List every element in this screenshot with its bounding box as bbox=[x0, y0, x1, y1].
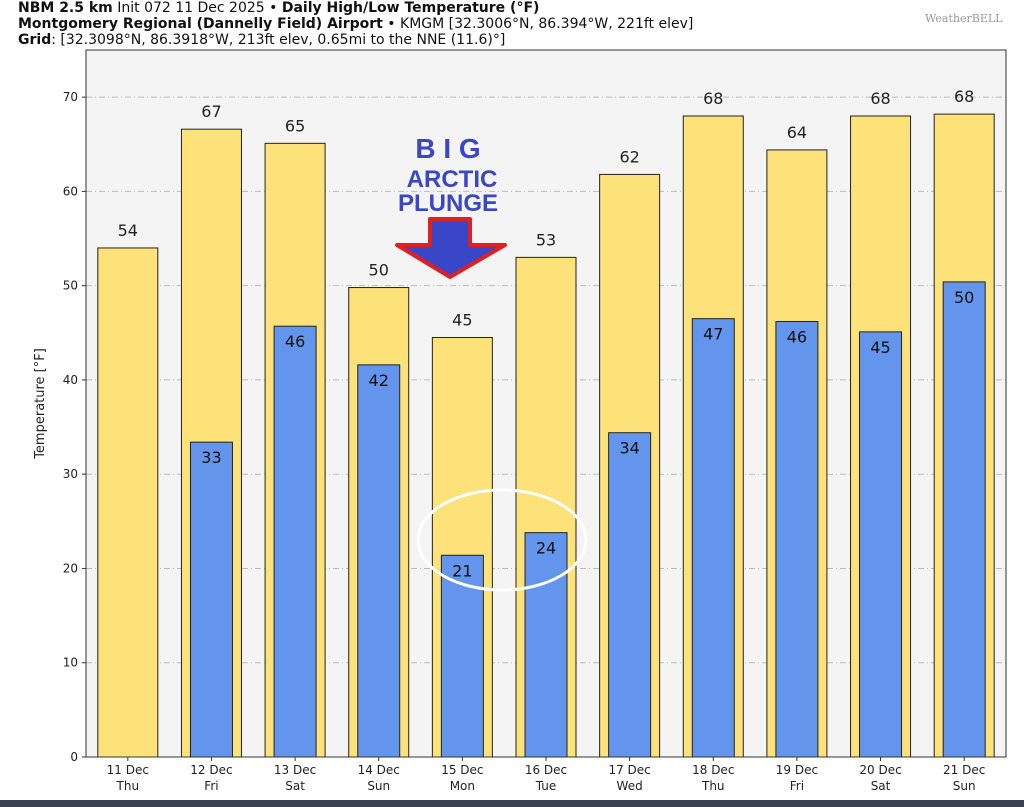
header-line1: NBM 2.5 km Init 072 11 Dec 2025 • Daily … bbox=[18, 0, 540, 16]
y-tick-label: 40 bbox=[63, 373, 78, 387]
high-bar bbox=[97, 247, 159, 758]
high-label: 65 bbox=[285, 116, 305, 135]
low-label: 47 bbox=[703, 325, 723, 344]
x-tick-label: Mon bbox=[450, 779, 475, 793]
low-label: 34 bbox=[619, 439, 639, 458]
x-tick-label: 17 Dec bbox=[608, 763, 650, 777]
high-label: 50 bbox=[369, 261, 389, 280]
header-line3: Grid: [32.3098°N, 86.3918°W, 213ft elev,… bbox=[18, 32, 505, 48]
y-tick-label: 0 bbox=[70, 750, 78, 764]
x-tick-label: 13 Dec bbox=[274, 763, 316, 777]
low-bar bbox=[524, 532, 568, 758]
plot-frame bbox=[85, 49, 1007, 758]
x-tick-label: Sun bbox=[367, 779, 390, 793]
x-tick-label: 14 Dec bbox=[358, 763, 400, 777]
station-name: Montgomery Regional (Dannelly Field) Air… bbox=[18, 16, 383, 32]
station-info: KMGM [32.3006°N, 86.394°W, 221ft elev] bbox=[400, 16, 694, 32]
y-axis-label: Temperature [°F] bbox=[33, 348, 48, 460]
y-tick-label: 20 bbox=[63, 561, 78, 575]
header-line2: Montgomery Regional (Dannelly Field) Air… bbox=[18, 16, 694, 32]
x-tick-label: 16 Dec bbox=[525, 763, 567, 777]
low-label: 42 bbox=[369, 371, 389, 390]
y-tick-label: 70 bbox=[63, 90, 78, 104]
high-label: 68 bbox=[870, 89, 890, 108]
high-label: 64 bbox=[787, 123, 807, 142]
y-tick-label: 60 bbox=[63, 184, 78, 198]
annotation-arctic: ARCTIC bbox=[407, 166, 498, 193]
x-tick-label: Wed bbox=[617, 779, 643, 793]
x-tick-label: 19 Dec bbox=[776, 763, 818, 777]
x-tick-label: 21 Dec bbox=[943, 763, 985, 777]
low-label: 33 bbox=[201, 448, 221, 467]
y-tick-label: 30 bbox=[63, 467, 78, 481]
x-tick-label: Thu bbox=[116, 779, 140, 793]
x-tick-label: Sat bbox=[871, 779, 891, 793]
low-label: 50 bbox=[954, 288, 974, 307]
x-tick-label: 11 Dec bbox=[107, 763, 149, 777]
y-tick-label: 50 bbox=[63, 279, 78, 293]
x-tick-label: Fri bbox=[790, 779, 804, 793]
high-label: 68 bbox=[954, 87, 974, 106]
weatherbell-logo: WeatherBELL bbox=[915, 0, 1015, 30]
high-label: 54 bbox=[118, 221, 138, 240]
low-bar bbox=[691, 318, 735, 758]
low-label: 46 bbox=[787, 327, 807, 346]
x-tick-label: 12 Dec bbox=[190, 763, 232, 777]
down-arrow-icon bbox=[395, 217, 507, 279]
high-label: 68 bbox=[703, 89, 723, 108]
low-label: 46 bbox=[285, 332, 305, 351]
low-bar bbox=[859, 331, 903, 758]
chart-title: Daily High/Low Temperature (°F) bbox=[281, 0, 540, 16]
low-label: 21 bbox=[452, 561, 472, 580]
low-bar bbox=[608, 432, 652, 758]
low-label: 24 bbox=[536, 539, 556, 558]
x-tick-label: 20 Dec bbox=[859, 763, 901, 777]
x-tick-label: 15 Dec bbox=[441, 763, 483, 777]
low-bar bbox=[189, 441, 233, 758]
x-tick-label: Sun bbox=[953, 779, 976, 793]
high-label: 53 bbox=[536, 230, 556, 249]
high-label: 62 bbox=[619, 147, 639, 166]
x-tick-label: Sat bbox=[285, 779, 305, 793]
low-label: 45 bbox=[870, 338, 890, 357]
x-tick-label: Tue bbox=[535, 779, 557, 793]
grid-info: : [32.3098°N, 86.3918°W, 213ft elev, 0.6… bbox=[51, 32, 506, 48]
high-label: 45 bbox=[452, 311, 472, 330]
model-name: NBM 2.5 km bbox=[18, 0, 113, 16]
low-bar bbox=[357, 364, 401, 758]
x-tick-label: Fri bbox=[204, 779, 218, 793]
high-label: 67 bbox=[201, 102, 221, 121]
annotation-plunge: PLUNGE bbox=[398, 190, 498, 217]
bottom-bar bbox=[0, 800, 1024, 807]
x-tick-label: Thu bbox=[701, 779, 725, 793]
init-time: Init 072 11 Dec 2025 bbox=[117, 0, 265, 16]
annotation-big: B I G bbox=[415, 133, 480, 164]
logo-text: WeatherBELL bbox=[925, 12, 1003, 25]
low-bar bbox=[775, 320, 819, 758]
low-bar bbox=[942, 281, 986, 758]
x-tick-label: 18 Dec bbox=[692, 763, 734, 777]
y-tick-label: 10 bbox=[63, 656, 78, 670]
highlight-ellipse bbox=[416, 488, 588, 592]
grid-label: Grid bbox=[18, 32, 52, 48]
low-bar bbox=[273, 325, 317, 758]
